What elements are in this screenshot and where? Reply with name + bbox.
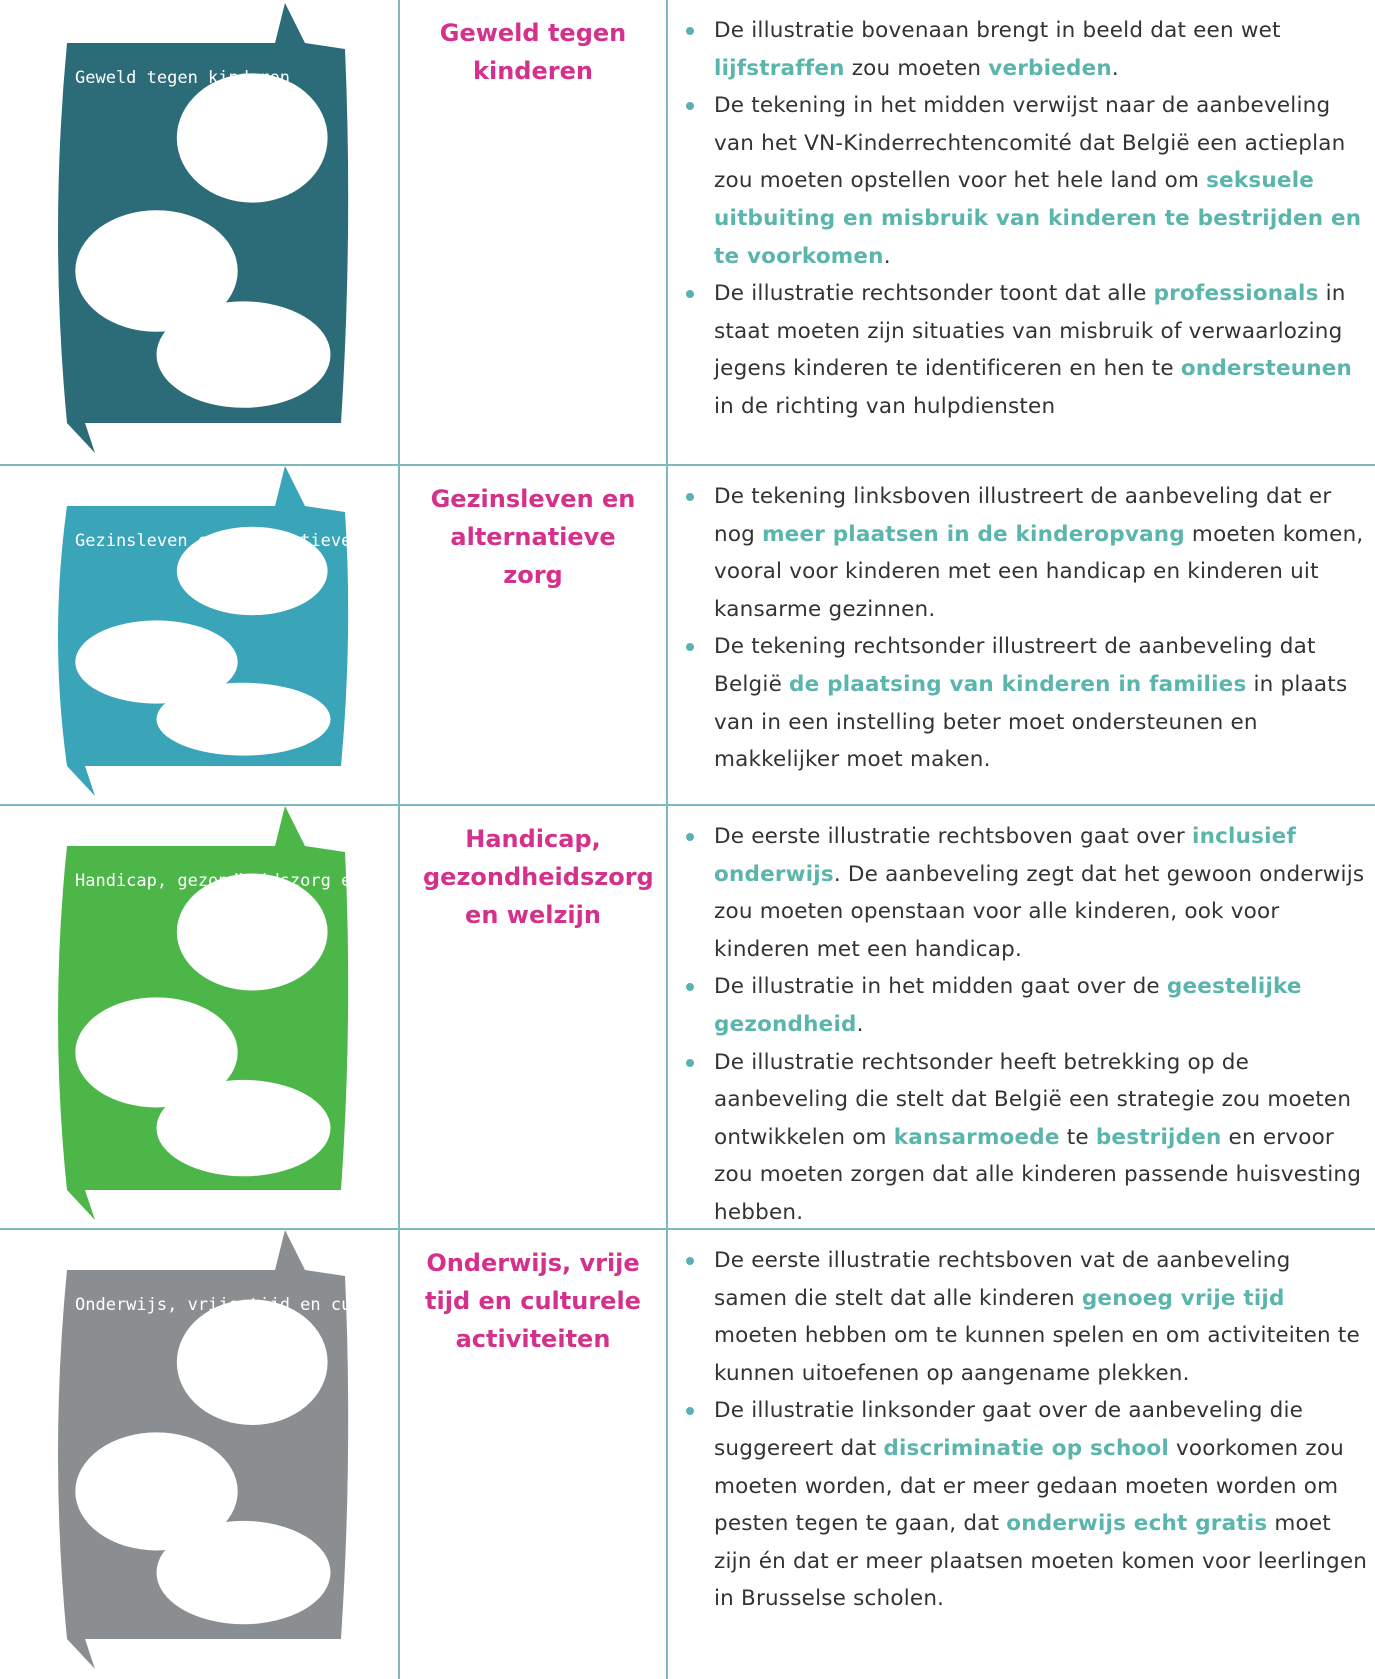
illustration-cell: Onderwijs, vrije tijd en culturele activ…	[0, 1230, 400, 1679]
drawing-blob	[75, 210, 238, 332]
row-title: Handicap, gezondheidszorg en welzijn	[423, 825, 654, 929]
highlight: bestrijden	[1095, 1124, 1222, 1150]
bullet-list: De eerste illustratie rechtsboven vat de…	[668, 1242, 1368, 1618]
drawing-blob	[176, 73, 328, 203]
text: moet zijn én dat er meer plaatsen moeten…	[714, 1511, 1368, 1612]
illustration: Handicap, gezondheidszorg en welzijn	[58, 806, 398, 1220]
highlight: de plaatsing van kinderen in families	[789, 671, 1247, 697]
text-cell: De tekening linksboven illustreert de aa…	[668, 466, 1368, 804]
drawing-blob	[176, 526, 328, 616]
illustration: Gezinsleven en alternatieve zorg	[58, 466, 398, 796]
bullet: De illustratie bovenaan brengt in beeld …	[686, 12, 1368, 87]
table-row: Gezinsleven en alternatieve zorg Gezinsle…	[0, 466, 1375, 806]
bullet: De eerste illustratie rechtsboven gaat o…	[686, 818, 1368, 968]
table-row: Onderwijs, vrije tijd en culturele activ…	[0, 1230, 1375, 1679]
highlight: ondersteunen	[1180, 356, 1353, 382]
row-title: Onderwijs, vrije tijd en culturele activ…	[425, 1249, 641, 1353]
illustration-caption: Onderwijs, vrije tijd en culturele activ…	[75, 1295, 398, 1315]
drawing-blob	[75, 1432, 238, 1551]
highlight: verbieden	[988, 55, 1112, 81]
text: en ervoor zou moeten zorgen dat alle kin…	[714, 1124, 1362, 1225]
bullet-list: De illustratie bovenaan brengt in beeld …	[668, 12, 1368, 426]
drawing-blob	[156, 1079, 331, 1177]
text: De illustratie in het midden gaat over d…	[714, 974, 1167, 1000]
text: De illustratie linksonder gaat over de a…	[714, 1398, 1304, 1461]
bullet-list: De eerste illustratie rechtsboven gaat o…	[668, 818, 1368, 1232]
highlight: geestelijke gezondheid	[714, 974, 1302, 1037]
text: te	[1059, 1124, 1096, 1150]
bullet: De tekening in het midden verwijst naar …	[686, 87, 1368, 275]
text: .	[856, 1011, 864, 1037]
drawing-blob	[156, 301, 331, 408]
highlight: seksuele uitbuiting en misbruik van kind…	[714, 168, 1362, 269]
bullet: De illustratie in het midden gaat over d…	[686, 968, 1368, 1043]
bullet: De eerste illustratie rechtsboven vat de…	[686, 1242, 1368, 1392]
text: zou moeten	[844, 55, 989, 81]
title-cell: Gezinsleven en alternatieve zorg	[400, 466, 668, 804]
title-cell: Geweld tegen kinderen	[400, 0, 668, 464]
highlight: kansarmoede	[893, 1124, 1060, 1150]
text-cell: De illustratie bovenaan brengt in beeld …	[668, 0, 1368, 464]
text: in staat moeten zijn situaties van misbr…	[714, 281, 1346, 382]
title-cell: Handicap, gezondheidszorg en welzijn	[400, 806, 668, 1228]
text: .	[1111, 55, 1119, 81]
illustration-caption: Handicap, gezondheidszorg en welzijn	[75, 871, 398, 891]
row-title: Gezinsleven en alternatieve zorg	[430, 485, 636, 589]
drawing-blob	[156, 682, 331, 756]
drawing-blob	[75, 620, 238, 704]
highlight: meer plaatsen in de kinderopvang	[762, 521, 1185, 547]
text: De tekening rechtsonder illustreert de a…	[714, 634, 1316, 697]
bullet: De tekening rechtsonder illustreert de a…	[686, 628, 1368, 778]
drawing-blob	[176, 873, 328, 991]
text: moeten komen, vooral voor kinderen met e…	[714, 521, 1364, 622]
highlight: genoeg vrije tijd	[1081, 1285, 1285, 1311]
text: De eerste illustratie rechtsboven gaat o…	[714, 824, 1192, 849]
bullet: De illustratie rechtsonder heeft betrekk…	[686, 1044, 1368, 1232]
illustration-cell: Geweld tegen kinderen	[0, 0, 400, 464]
table-row: Handicap, gezondheidszorg en welzijn Hand…	[0, 806, 1375, 1230]
drawing-blob	[176, 1299, 328, 1425]
illustration-cell: Gezinsleven en alternatieve zorg	[0, 466, 400, 804]
bullet: De illustratie linksonder gaat over de a…	[686, 1392, 1368, 1618]
illustration-caption: Geweld tegen kinderen	[75, 68, 290, 88]
text: in de richting van hulpdiensten	[714, 393, 1056, 419]
bullet: De illustratie rechtsonder toont dat all…	[686, 275, 1368, 425]
text: De tekening in het midden verwijst naar …	[714, 93, 1346, 194]
bullet: De tekening linksboven illustreert de aa…	[686, 478, 1368, 628]
text: De illustratie bovenaan brengt in beeld …	[714, 18, 1281, 43]
title-cell: Onderwijs, vrije tijd en culturele activ…	[400, 1230, 668, 1679]
highlight: lijfstraffen	[714, 55, 845, 81]
table-row: Geweld tegen kinderen Geweld tegen kinder…	[0, 0, 1375, 466]
highlight: inclusief onderwijs	[714, 824, 1296, 887]
text: in plaats van in een instelling beter mo…	[714, 671, 1348, 773]
illustration-caption: Gezinsleven en alternatieve zorg	[75, 531, 398, 551]
illustration-cell: Handicap, gezondheidszorg en welzijn	[0, 806, 400, 1228]
text: moeten hebben om te kunnen spelen en om …	[714, 1323, 1360, 1386]
illustration: Onderwijs, vrije tijd en culturele activ…	[58, 1230, 398, 1669]
highlight: professionals	[1153, 281, 1319, 307]
text-cell: De eerste illustratie rechtsboven gaat o…	[668, 806, 1368, 1228]
text: .	[883, 243, 891, 269]
bullet-list: De tekening linksboven illustreert de aa…	[668, 478, 1368, 779]
text: De eerste illustratie rechtsboven vat de…	[714, 1248, 1291, 1311]
row-title: Geweld tegen kinderen	[439, 19, 627, 85]
drawing-blob	[156, 1520, 331, 1625]
text: De illustratie rechtsonder heeft betrekk…	[714, 1049, 1352, 1150]
text: De tekening linksboven illustreert de aa…	[714, 484, 1332, 547]
text-cell: De eerste illustratie rechtsboven vat de…	[668, 1230, 1368, 1679]
highlight: onderwijs echt gratis	[1006, 1511, 1268, 1537]
text: . De aanbeveling zegt dat het gewoon ond…	[714, 861, 1365, 962]
illustration: Geweld tegen kinderen	[58, 3, 349, 453]
text: voorkomen zou moeten worden, dat er meer…	[714, 1435, 1345, 1537]
text: De illustratie rechtsonder toont dat all…	[714, 281, 1154, 307]
drawing-blob	[75, 997, 238, 1108]
highlight: discriminatie op school	[883, 1435, 1169, 1461]
